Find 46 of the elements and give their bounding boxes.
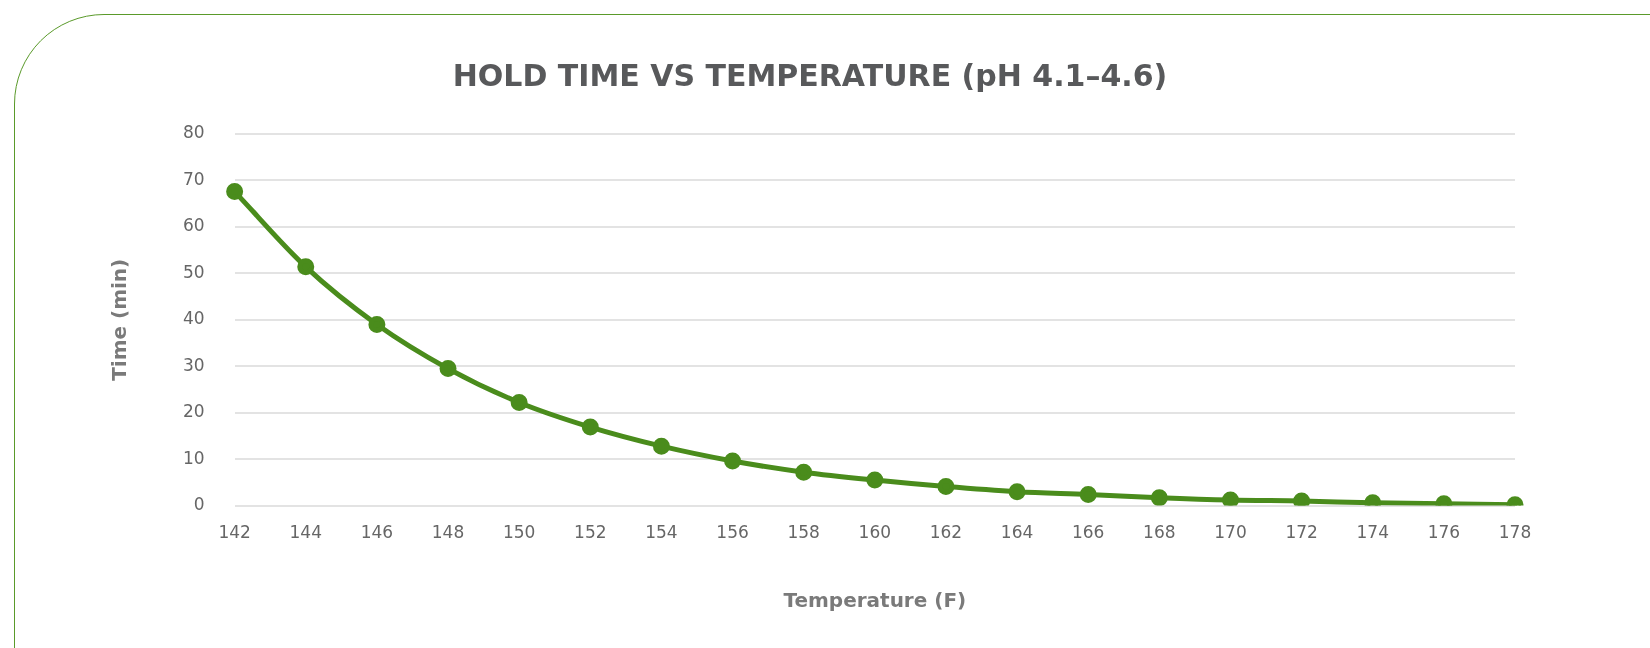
x-tick-label: 176 bbox=[1427, 522, 1461, 543]
x-tick-label: 162 bbox=[929, 522, 963, 543]
x-tick-label: 164 bbox=[1000, 522, 1034, 543]
point bbox=[226, 183, 244, 201]
point bbox=[937, 478, 955, 496]
x-tick-label: 148 bbox=[431, 522, 465, 543]
x-tick-label: 160 bbox=[858, 522, 892, 543]
x-tick-label: 142 bbox=[218, 522, 251, 543]
point bbox=[1079, 485, 1097, 503]
point bbox=[724, 452, 742, 470]
y-tick-label: 20 bbox=[182, 401, 205, 422]
x-tick-label: 178 bbox=[1498, 522, 1532, 543]
point bbox=[581, 418, 599, 436]
x-tick-label: 158 bbox=[787, 522, 820, 543]
point bbox=[1150, 489, 1168, 506]
x-tick-label: 156 bbox=[716, 522, 749, 543]
x-tick-label: 172 bbox=[1285, 522, 1318, 543]
x-tick-label: 168 bbox=[1143, 522, 1176, 543]
y-axis-title: Time (min) bbox=[107, 258, 132, 381]
chart-title: HOLD TIME VS TEMPERATURE (pH 4.1–4.6) bbox=[452, 57, 1168, 93]
point bbox=[866, 471, 884, 489]
x-tick-label: 144 bbox=[289, 522, 322, 543]
x-tick-label: 170 bbox=[1214, 522, 1247, 543]
point bbox=[297, 258, 315, 276]
x-tick-label: 174 bbox=[1356, 522, 1389, 543]
y-tick-label: 60 bbox=[182, 215, 205, 236]
point bbox=[510, 393, 528, 411]
y-tick-label: 10 bbox=[182, 447, 205, 468]
y-tick-label: 50 bbox=[182, 261, 205, 282]
point bbox=[439, 360, 457, 378]
point bbox=[652, 437, 670, 455]
point bbox=[795, 463, 813, 481]
y-tick-label: 0 bbox=[193, 494, 205, 515]
point bbox=[1008, 483, 1026, 501]
x-tick-label: 146 bbox=[360, 522, 394, 543]
y-tick-label: 30 bbox=[182, 354, 205, 375]
x-tick-label: 154 bbox=[645, 522, 678, 543]
x-tick-label: 166 bbox=[1071, 522, 1105, 543]
x-tick-label: 152 bbox=[574, 522, 607, 543]
x-axis-title: Temperature (F) bbox=[783, 588, 967, 613]
y-tick-label: 40 bbox=[182, 308, 205, 329]
point bbox=[368, 315, 386, 333]
y-tick-label: 80 bbox=[182, 122, 205, 143]
y-tick-label: 70 bbox=[182, 168, 205, 189]
x-tick-label: 150 bbox=[502, 522, 536, 543]
point bbox=[1221, 491, 1239, 506]
